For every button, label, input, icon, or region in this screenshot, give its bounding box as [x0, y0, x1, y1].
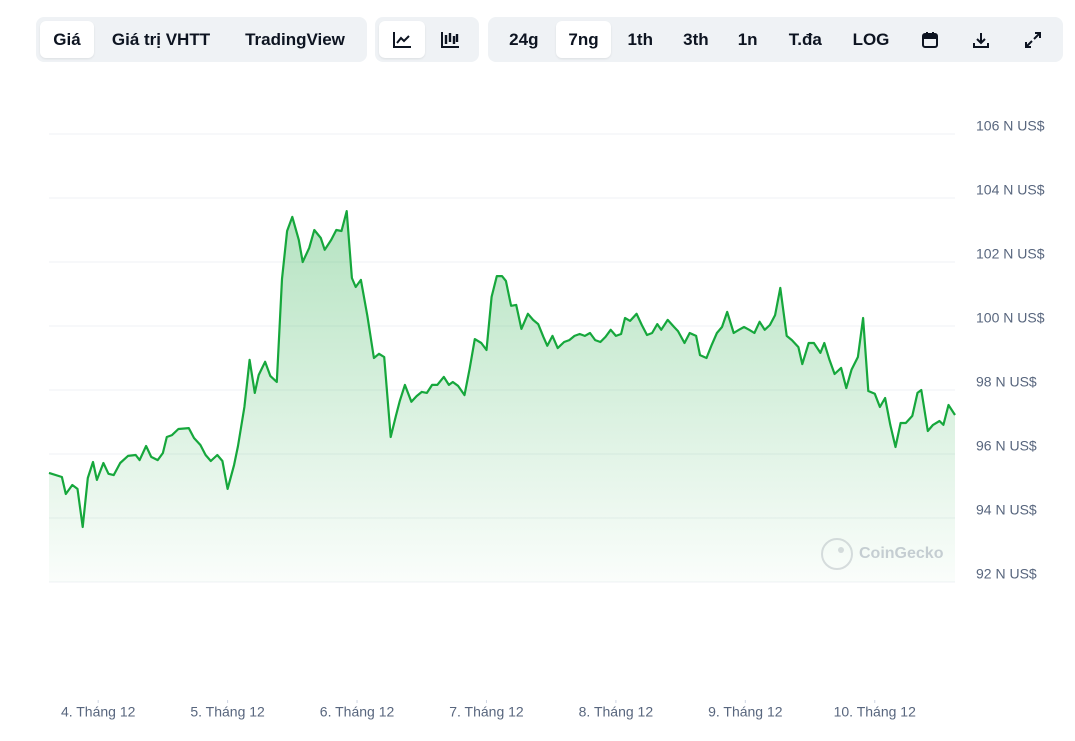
y-tick-label: 98 N US$	[976, 374, 1037, 390]
line-chart-button[interactable]	[379, 21, 425, 58]
range-button[interactable]: 7ng	[555, 21, 612, 58]
tab-button[interactable]: TradingView	[245, 29, 345, 49]
x-tick-label: 8. Tháng 12	[579, 704, 654, 720]
area-fill	[49, 211, 955, 582]
y-tick-label: 92 N US$	[976, 566, 1037, 582]
y-tick-label: 100 N US$	[976, 310, 1045, 326]
watermark: CoinGecko	[821, 538, 944, 570]
y-tick-label: 96 N US$	[976, 438, 1037, 454]
range-button[interactable]: 24g	[509, 29, 539, 49]
tab-button[interactable]: Giá trị VHTT	[111, 29, 211, 49]
calendar-icon	[921, 31, 938, 48]
y-tick-label: 106 N US$	[976, 118, 1045, 134]
y-tick-label: 94 N US$	[976, 502, 1037, 518]
watermark-logo	[821, 538, 853, 570]
watermark-logo-eye	[838, 547, 844, 553]
chart-style	[375, 17, 479, 62]
y-tick-label: 102 N US$	[976, 246, 1045, 262]
x-tick-label: 5. Tháng 12	[190, 704, 265, 720]
range-button[interactable]: 1th	[627, 29, 653, 49]
calendar-button[interactable]	[904, 21, 956, 58]
x-tick-label: 6. Tháng 12	[320, 704, 395, 720]
range-button[interactable]: 3th	[683, 29, 709, 49]
x-tick-label: 4. Tháng 12	[61, 704, 136, 720]
candle-icon	[441, 31, 459, 48]
x-tick-label: 9. Tháng 12	[708, 704, 783, 720]
download-button[interactable]	[956, 21, 1008, 58]
expand-icon	[1025, 31, 1042, 48]
range-tabs: 24g 7ng 1th 3th 1n T.đa LOG	[488, 17, 1063, 62]
view-tabs: Giá Giá trị VHTT TradingView	[36, 17, 367, 62]
tab-button[interactable]: Giá	[40, 21, 94, 58]
candle-chart-button[interactable]	[425, 21, 475, 58]
fullscreen-button[interactable]	[1007, 21, 1059, 58]
download-icon	[973, 32, 990, 48]
line-icon	[393, 31, 411, 48]
x-tick-label: 7. Tháng 12	[449, 704, 524, 720]
watermark-text: CoinGecko	[859, 545, 944, 562]
y-tick-label: 104 N US$	[976, 182, 1045, 198]
price-line	[48, 210, 956, 529]
range-button[interactable]: T.đa	[788, 29, 822, 49]
x-tick-label: 10. Tháng 12	[834, 704, 916, 720]
range-button[interactable]: 1n	[737, 29, 758, 49]
range-button[interactable]: LOG	[852, 29, 890, 49]
plot	[48, 210, 956, 582]
